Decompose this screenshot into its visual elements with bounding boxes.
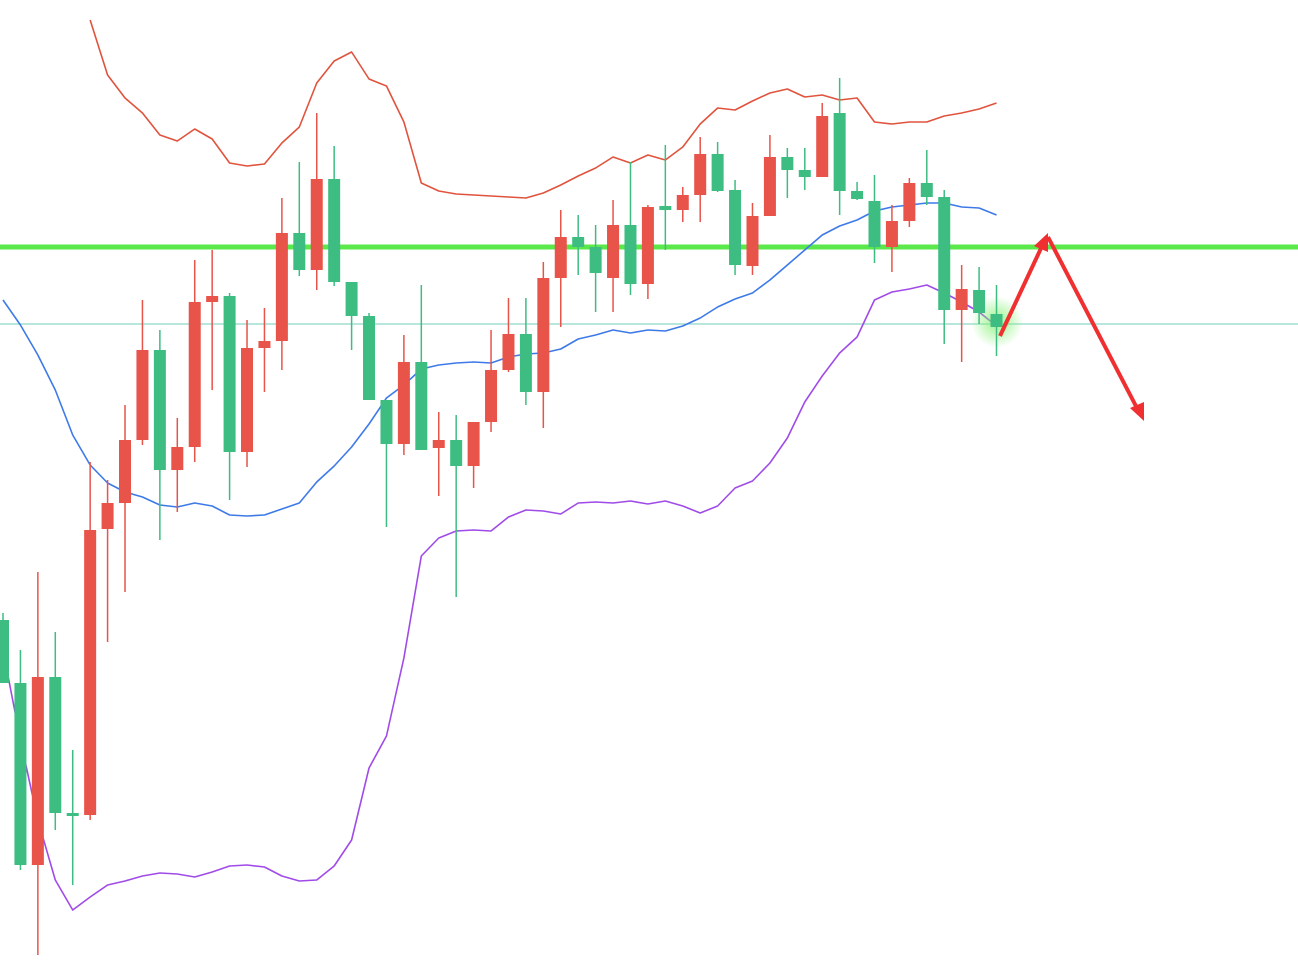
candle-body bbox=[990, 314, 1003, 327]
candle-body bbox=[223, 296, 236, 452]
candle-body bbox=[554, 237, 567, 278]
candle-body bbox=[624, 225, 637, 284]
candle-body bbox=[851, 191, 864, 199]
candle-body bbox=[293, 233, 306, 270]
candle-body bbox=[119, 440, 132, 503]
candle-body bbox=[310, 179, 323, 270]
band-line bbox=[2, 284, 998, 911]
candle-body bbox=[955, 289, 968, 310]
candle-body bbox=[345, 282, 358, 316]
candle-body bbox=[328, 179, 341, 282]
candle-body bbox=[84, 530, 97, 815]
candle-body bbox=[171, 447, 184, 470]
candle-body bbox=[920, 183, 933, 197]
candle-body bbox=[432, 440, 445, 448]
candle-body bbox=[589, 247, 602, 273]
candle-body bbox=[450, 440, 463, 466]
candle-body bbox=[833, 113, 846, 191]
candle-body bbox=[14, 683, 27, 865]
candle-body bbox=[380, 400, 393, 444]
candle-body bbox=[816, 116, 829, 177]
candle-body bbox=[729, 190, 742, 265]
candle-body bbox=[694, 154, 707, 195]
candle-body bbox=[502, 334, 515, 370]
candle-body bbox=[241, 348, 254, 452]
candle-body bbox=[868, 201, 881, 247]
candles bbox=[0, 78, 1003, 955]
candle-body bbox=[537, 278, 550, 392]
candle-body bbox=[275, 233, 288, 341]
candle-body bbox=[903, 183, 916, 221]
candle-body bbox=[31, 677, 44, 865]
candle-body bbox=[485, 370, 498, 422]
candle-body bbox=[572, 237, 585, 247]
candle-body bbox=[973, 290, 986, 313]
candle-body bbox=[763, 157, 776, 216]
band-line bbox=[2, 202, 997, 517]
candle-body bbox=[101, 503, 114, 529]
candle-body bbox=[938, 197, 951, 310]
candle-body bbox=[676, 195, 689, 210]
forecast-arrows bbox=[998, 233, 1144, 421]
candle-body bbox=[711, 154, 724, 191]
arrow-head bbox=[1034, 233, 1048, 252]
candle-body bbox=[397, 362, 410, 444]
candle-body bbox=[136, 350, 149, 440]
band-line bbox=[89, 19, 997, 199]
arrow-head bbox=[1130, 402, 1144, 421]
candle-body bbox=[885, 221, 898, 247]
arrow-down bbox=[1046, 236, 1140, 411]
candle-body bbox=[659, 206, 672, 210]
candle-body bbox=[206, 296, 219, 302]
candle-body bbox=[415, 362, 428, 450]
candle-body bbox=[467, 422, 480, 466]
candle-body bbox=[66, 813, 79, 816]
candle-body bbox=[607, 225, 620, 278]
candle-body bbox=[153, 350, 166, 470]
candle-body bbox=[746, 216, 759, 266]
candle-body bbox=[519, 334, 532, 392]
arrow-up bbox=[998, 243, 1045, 337]
candle-body bbox=[363, 316, 376, 400]
candle-body bbox=[49, 677, 62, 813]
candle-body bbox=[188, 302, 201, 447]
candle-body bbox=[798, 170, 811, 177]
bands bbox=[2, 19, 998, 911]
candle-body bbox=[0, 620, 9, 683]
candle-body bbox=[641, 207, 654, 284]
candle-body bbox=[258, 341, 271, 348]
candle-body bbox=[781, 157, 794, 170]
